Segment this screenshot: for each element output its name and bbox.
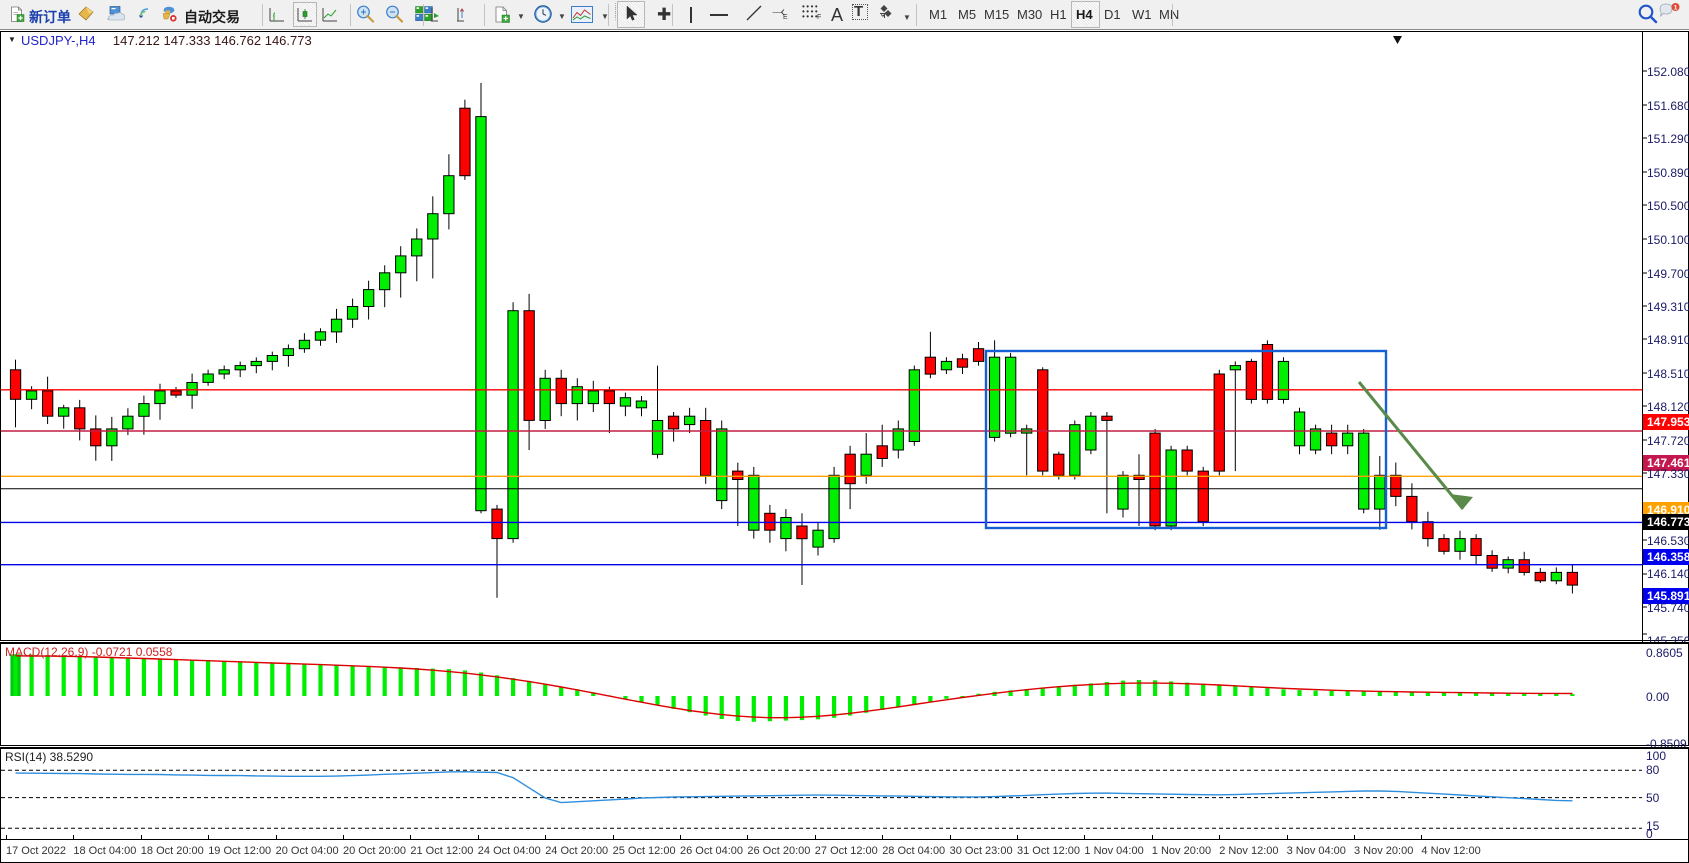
svg-text:1: 1 bbox=[1674, 5, 1678, 12]
